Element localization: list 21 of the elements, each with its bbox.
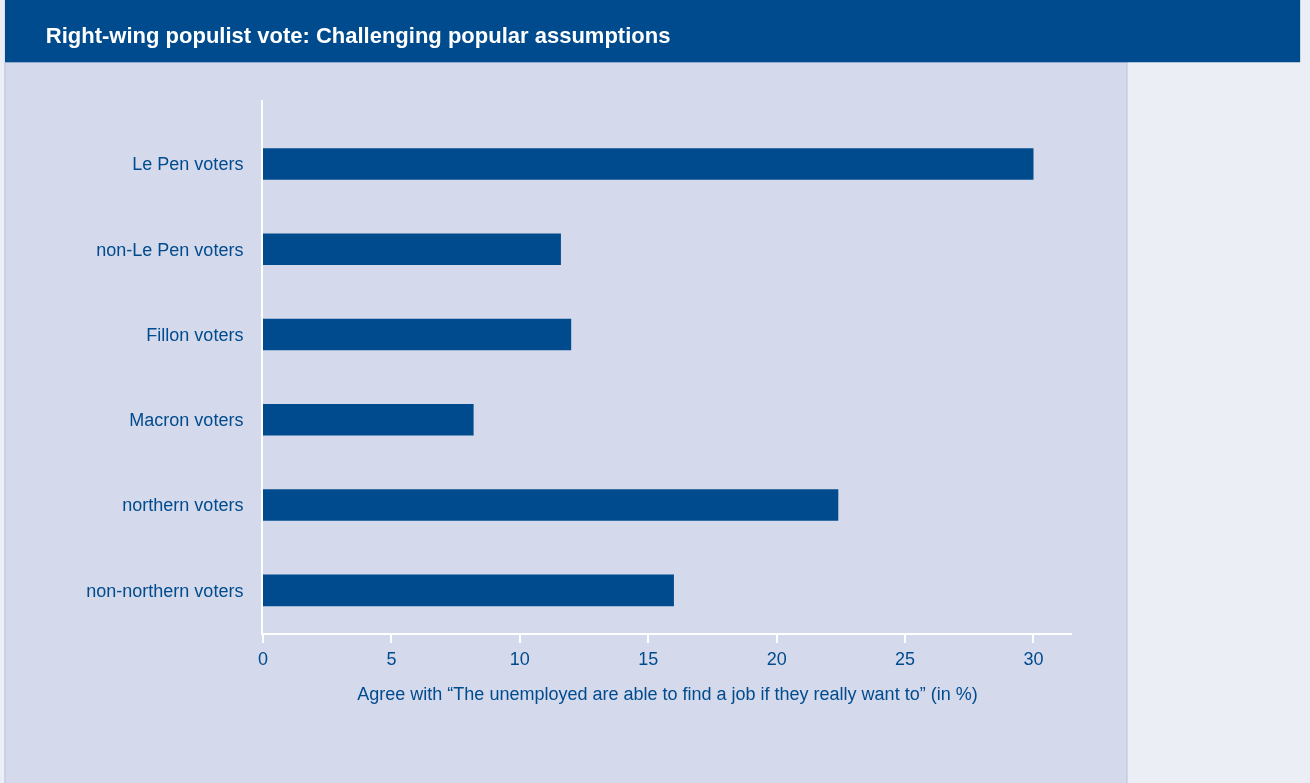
x-tick-label: 30 — [1023, 648, 1044, 669]
y-tick-label: northern voters — [122, 495, 244, 516]
y-tick-label: non-northern voters — [86, 580, 244, 601]
bar — [263, 233, 561, 266]
bar — [263, 318, 572, 351]
y-tick-label: non-Le Pen voters — [96, 239, 244, 260]
y-tick-label: Le Pen voters — [132, 154, 244, 175]
y-tick-label: Macron voters — [129, 410, 244, 431]
x-tick-label: 15 — [638, 648, 659, 669]
bar — [263, 574, 674, 607]
x-tick-label: 5 — [386, 648, 397, 669]
y-tick-label: Fillon voters — [146, 324, 244, 345]
bar — [263, 148, 1034, 180]
x-axis-title: Agree with “The unemployed are able to find a job if they really want to” (in %) — [357, 684, 978, 705]
bar — [263, 404, 474, 436]
bar — [263, 489, 839, 521]
x-tick-label: 20 — [766, 648, 787, 669]
x-tick-label: 25 — [895, 648, 916, 669]
chart-title: Right-wing populist vote: Challenging popular assumptions — [45, 22, 671, 48]
x-tick-label: 0 — [257, 648, 269, 669]
x-tick-label: 10 — [509, 648, 530, 669]
